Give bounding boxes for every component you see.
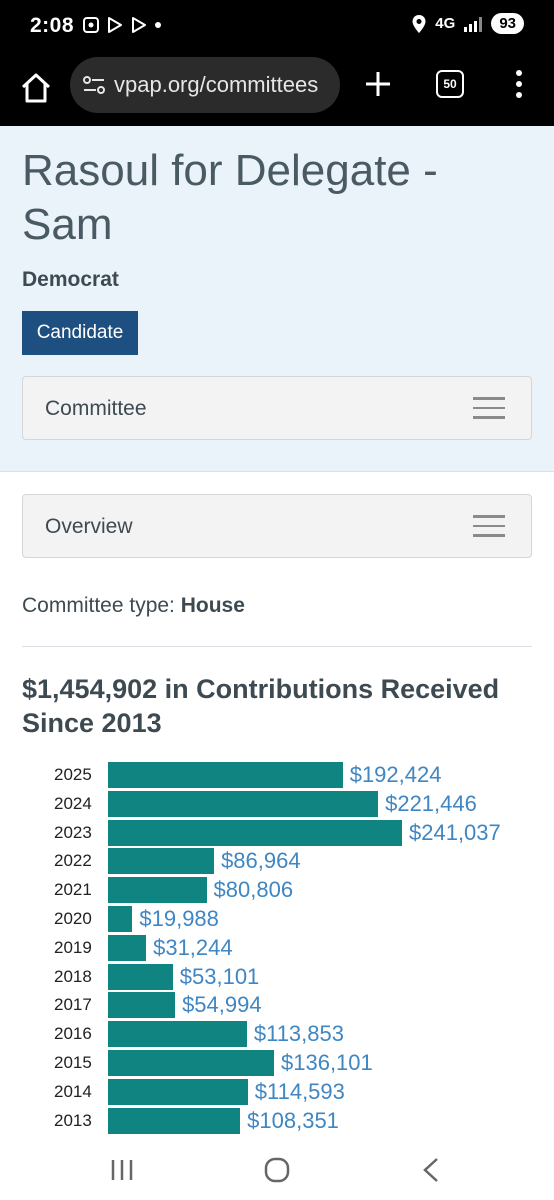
status-bar: 2:08 4G 93: [0, 0, 554, 52]
chart-bar[interactable]: [108, 1107, 241, 1134]
chart-row: 2015 $136,101: [0, 1048, 554, 1077]
chart-row: 2025 $192,424: [0, 760, 554, 789]
candidate-button[interactable]: Candidate: [22, 311, 138, 355]
chart-row: 2013 $108,351: [0, 1106, 554, 1135]
chart-value-link[interactable]: $108,351: [247, 1107, 339, 1133]
hamburger-icon: [473, 515, 505, 537]
chart-row: 2016 $113,853: [0, 1019, 554, 1048]
chart-year-label: 2016: [54, 1024, 92, 1044]
chart-value-link[interactable]: $80,806: [213, 877, 294, 903]
chart-value-link[interactable]: $53,101: [179, 963, 260, 989]
contributions-bar-chart: 2025 $192,424 2024 $221,446 2023 $241,037 2022…: [0, 760, 554, 1160]
chart-year-label: 2018: [54, 966, 92, 986]
chart-bar[interactable]: [108, 790, 379, 817]
chart-bar[interactable]: [108, 906, 133, 932]
chart-bar[interactable]: [108, 1050, 274, 1076]
battery-level: 93: [491, 13, 524, 34]
chart-year-label: 2023: [54, 822, 92, 842]
chart-bar[interactable]: [108, 934, 147, 961]
chart-bar[interactable]: [108, 963, 173, 990]
url-text: vpap.org/committees: [114, 72, 319, 97]
status-right: 4G 93: [411, 13, 524, 34]
chart-bar[interactable]: [108, 1078, 248, 1105]
chart-value-link[interactable]: $136,101: [281, 1050, 373, 1075]
play-store-icon-2: [132, 17, 146, 33]
network-label: 4G: [435, 15, 456, 32]
chart-value-link[interactable]: $54,994: [182, 992, 262, 1018]
chart-bar[interactable]: [108, 762, 343, 788]
chart-value-link[interactable]: $241,037: [409, 819, 501, 845]
chart-year-label: 2021: [54, 880, 92, 900]
divider: [22, 646, 532, 647]
site-settings-icon: [83, 76, 105, 94]
address-bar[interactable]: vpap.org/committees: [70, 57, 340, 113]
home-icon[interactable]: [18, 70, 54, 106]
recent-apps-icon[interactable]: [104, 1152, 140, 1188]
committee-header: Rasoul for Delegate - Sam Democrat Candi…: [0, 126, 554, 472]
tab-switcher-button[interactable]: 50: [436, 70, 464, 98]
chart-bar[interactable]: [108, 1021, 247, 1048]
android-nav-bar: [0, 1140, 554, 1200]
location-icon: [412, 14, 426, 33]
status-time: 2:08: [30, 14, 75, 37]
browser-toolbar: vpap.org/committees 50: [0, 52, 554, 126]
chart-row: 2021 $80,806: [0, 875, 554, 904]
chart-value-link[interactable]: $31,244: [153, 934, 233, 960]
overview-toggle-label: Overview: [45, 515, 133, 538]
committee-menu-toggle[interactable]: Committee: [22, 376, 532, 440]
chart-year-label: 2015: [54, 1053, 92, 1072]
signal-icon: [464, 16, 483, 32]
notification-icons: [82, 16, 162, 34]
chart-value-link[interactable]: $113,853: [253, 1021, 344, 1047]
party-label: Democrat: [22, 268, 119, 291]
chart-row: 2019 $31,244: [0, 933, 554, 962]
new-tab-icon[interactable]: [360, 66, 396, 102]
chart-row: 2018 $53,101: [0, 962, 554, 991]
chart-year-label: 2019: [54, 937, 92, 957]
play-store-icon: [108, 17, 122, 33]
chart-row: 2023 $241,037: [0, 818, 554, 847]
committee-type-label: Committee type:: [22, 594, 175, 617]
chart-value-link[interactable]: $86,964: [221, 848, 301, 874]
back-icon[interactable]: [414, 1152, 450, 1188]
chart-year-label: 2014: [54, 1081, 92, 1101]
chart-year-label: 2024: [54, 793, 92, 813]
chart-row: 2022 $86,964: [0, 846, 554, 875]
dot-icon: [155, 22, 161, 28]
contributions-title: $1,454,902 in Contributions Received Sin…: [22, 674, 500, 738]
chart-row: 2017 $54,994: [0, 990, 554, 1019]
chart-bar[interactable]: [108, 819, 402, 846]
committee-type-value: House: [180, 594, 245, 617]
chart-bar[interactable]: [108, 992, 176, 1019]
overview-menu-toggle[interactable]: Overview: [22, 494, 532, 558]
chart-year-label: 2017: [54, 995, 92, 1015]
chart-row: 2024 $221,446: [0, 789, 554, 818]
committee-type: Committee type: House: [22, 594, 245, 618]
chart-bar[interactable]: [108, 848, 215, 875]
chart-value-link[interactable]: $114,593: [254, 1078, 345, 1104]
chart-value-link[interactable]: $192,424: [349, 762, 442, 787]
chart-bar[interactable]: [108, 877, 207, 904]
committee-toggle-label: Committee: [45, 397, 147, 420]
chart-row: 2020 $19,988: [0, 904, 554, 933]
chart-year-label: 2022: [54, 851, 92, 871]
chart-year-label: 2013: [54, 1110, 92, 1130]
chart-value-link[interactable]: $19,988: [139, 906, 219, 931]
chart-year-label: 2020: [54, 909, 92, 928]
hamburger-icon: [473, 397, 505, 419]
home-nav-icon[interactable]: [259, 1152, 295, 1188]
chart-row: 2014 $114,593: [0, 1077, 554, 1106]
more-options-icon[interactable]: [510, 68, 528, 100]
chart-year-label: 2025: [54, 765, 92, 784]
page-title: Rasoul for Delegate - Sam: [22, 146, 438, 249]
chart-value-link[interactable]: $221,446: [385, 790, 477, 816]
screenshot-icon: [83, 17, 99, 33]
